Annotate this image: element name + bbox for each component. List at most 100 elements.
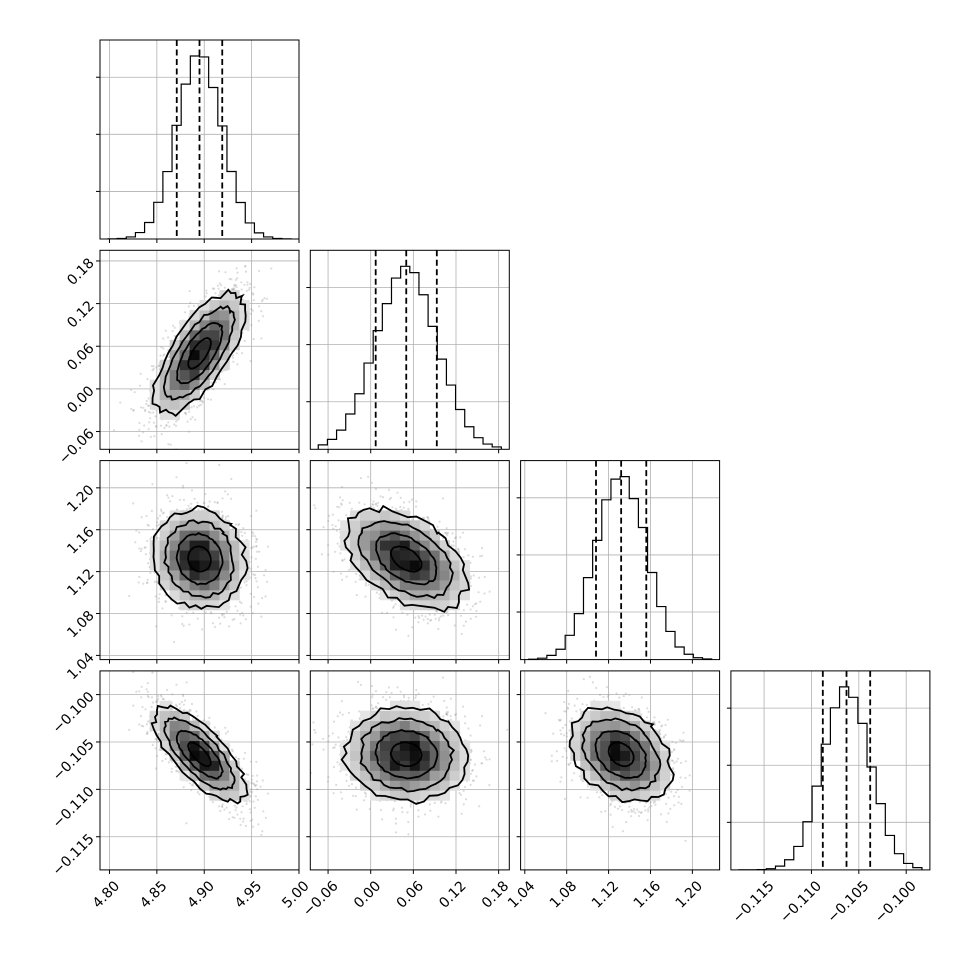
- density-cell: [189, 510, 200, 521]
- density-cell: [590, 700, 601, 712]
- density-cell: [239, 550, 250, 561]
- density-cell: [209, 730, 220, 741]
- scatter-point: [256, 565, 259, 569]
- scatter-point: [417, 809, 420, 812]
- scatter-point: [181, 622, 184, 626]
- density-cell: [159, 700, 171, 712]
- density-cell: [419, 770, 431, 781]
- scatter-point: [341, 797, 344, 800]
- scatter-point: [608, 797, 611, 800]
- density-cell: [379, 770, 391, 781]
- scatter-point: [238, 757, 241, 760]
- scatter-point: [194, 418, 197, 421]
- density-cell: [219, 520, 230, 531]
- scatter-point: [237, 757, 240, 760]
- density-cell: [620, 780, 631, 791]
- scatter-point: [222, 613, 225, 616]
- density-cell: [409, 580, 421, 591]
- scatter-point: [156, 521, 159, 524]
- scatter-point: [339, 552, 342, 555]
- scatter-point: [470, 749, 473, 752]
- density-cell: [439, 780, 450, 791]
- scatter-point: [255, 580, 258, 583]
- scatter-point: [653, 721, 656, 724]
- scatter-point: [149, 571, 152, 574]
- scatter-point: [469, 577, 472, 580]
- density-cell: [209, 599, 220, 611]
- scatter-point: [163, 426, 166, 429]
- scatter-point: [429, 619, 432, 622]
- density-cell: [229, 329, 240, 341]
- scatter-point: [167, 761, 170, 764]
- density-cell: [350, 750, 361, 761]
- scatter-point: [223, 616, 226, 619]
- scatter-point: [337, 519, 340, 522]
- scatter-point: [242, 757, 245, 760]
- scatter-point: [454, 536, 458, 539]
- scatter-point: [355, 786, 358, 789]
- scatter-point: [230, 278, 233, 281]
- scatter-point: [208, 500, 211, 503]
- scatter-panel-3-2: 1.04 1.08 1.12 1.16 1.20: [505, 670, 721, 912]
- scatter-point: [604, 810, 607, 813]
- scatter-point: [647, 710, 650, 714]
- scatter-point: [333, 746, 336, 749]
- scatter-point: [252, 532, 255, 535]
- tick-label-y: −0.115: [50, 831, 98, 879]
- scatter-point: [196, 501, 199, 504]
- scatter-point: [514, 749, 516, 751]
- scatter-point: [559, 780, 562, 783]
- scatter-point: [327, 544, 330, 547]
- density-cell: [149, 540, 161, 551]
- scatter-point: [224, 726, 227, 729]
- density-cell: [590, 750, 601, 761]
- scatter-point: [576, 697, 579, 700]
- density-cell: [399, 740, 411, 751]
- scatter-point: [243, 531, 246, 535]
- scatter-point: [242, 614, 245, 617]
- scatter-point: [345, 736, 348, 739]
- scatter-point: [605, 686, 609, 689]
- scatter-point: [170, 701, 173, 704]
- scatter-point: [396, 686, 399, 689]
- scatter-point: [254, 557, 257, 560]
- scatter-point: [155, 366, 158, 369]
- density-cell: [159, 730, 171, 741]
- scatter-point: [245, 584, 248, 587]
- density-cell: [379, 750, 391, 761]
- scatter-point: [327, 740, 330, 743]
- density-cell: [640, 780, 651, 791]
- scatter-point: [628, 693, 631, 696]
- scatter-point: [238, 523, 241, 526]
- scatter-point: [193, 497, 196, 500]
- density-cell: [649, 740, 661, 751]
- scatter-point: [255, 537, 258, 541]
- scatter-point: [176, 337, 179, 340]
- scatter-point: [469, 783, 472, 787]
- histogram-panel-1: [306, 249, 510, 454]
- scatter-point: [430, 618, 433, 622]
- scatter-point: [621, 830, 625, 833]
- scatter-point: [550, 760, 553, 763]
- density-cell: [159, 580, 171, 591]
- scatter-point: [242, 820, 245, 823]
- scatter-point: [561, 726, 565, 729]
- density-cell: [199, 540, 210, 551]
- scatter-point: [336, 715, 339, 718]
- scatter-point: [259, 785, 262, 788]
- density-cell: [580, 760, 591, 771]
- scatter-point: [183, 699, 187, 702]
- scatter-point: [406, 811, 409, 814]
- scatter-point: [162, 354, 165, 357]
- scatter-point: [164, 753, 167, 756]
- density-cell: [179, 730, 190, 741]
- scatter-point: [231, 356, 234, 359]
- scatter-point: [611, 800, 614, 803]
- tick-label-y: 0.00: [64, 383, 97, 416]
- scatter-point: [375, 705, 378, 708]
- scatter-point: [156, 536, 159, 540]
- scatter-point: [256, 798, 259, 802]
- scatter-point: [258, 305, 261, 308]
- scatter-point: [188, 430, 191, 433]
